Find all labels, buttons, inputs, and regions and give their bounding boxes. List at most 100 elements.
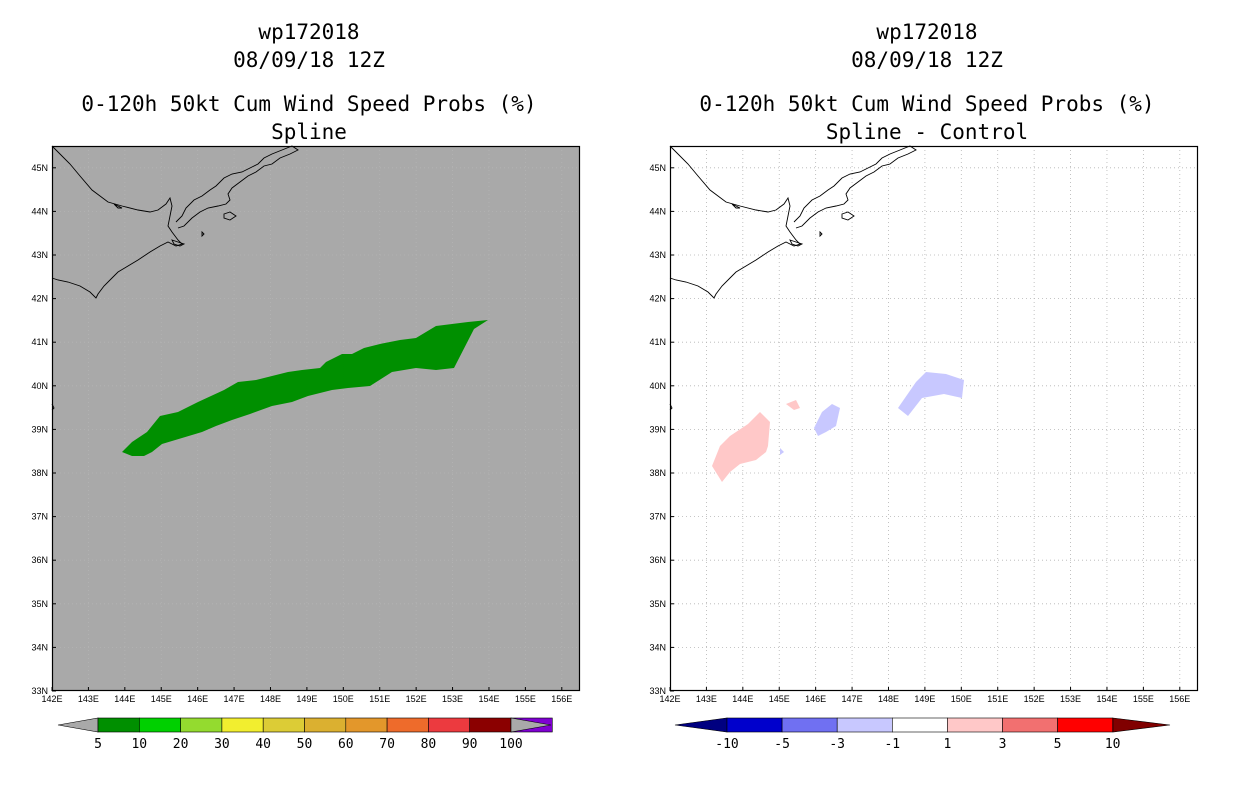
lat-tick-label: 37N [649,512,666,522]
lat-tick-label: 45N [649,163,666,173]
axis-labels: 142E 143E 144E 145E 146E 147E 148E 149E 150E 151E… [31,163,572,704]
lat-tick-label: 44N [31,206,48,216]
colorbar-swatches [726,717,1114,733]
coastline-segment [789,239,804,247]
colorbar-label: 1 [943,737,951,752]
colorbar-label: 3 [999,737,1007,752]
lat-tick-label: 44N [649,206,666,216]
lon-tick-label: 151E [369,694,390,704]
lon-tick-label: 152E [406,694,427,704]
coastline-segment [223,211,237,221]
colorbar-swatch [469,717,512,733]
lat-tick-label: 42N [31,294,48,304]
colorbar-swatch [428,717,470,733]
lon-tick-label: 148E [260,694,281,704]
lon-tick-label: 147E [224,694,245,704]
lat-tick-label: 35N [31,599,48,609]
lon-tick-label: 155E [1133,694,1154,704]
right-difference-map: 142E 143E 144E 145E 146E 147E 148E 149E 150E 151E… [649,145,1199,704]
colorbar-label: 10 [1105,737,1121,752]
coastline-segment [819,230,823,238]
left-title-product: 0-120h 50kt Cum Wind Speed Probs (%) [81,92,537,116]
colorbar-swatch [1002,717,1058,733]
lat-tick-label: 38N [649,468,666,478]
colorbar-label: 30 [214,737,230,752]
coastline-segment [175,145,299,229]
lat-tick-label: 33N [31,686,48,696]
map-frame [669,145,1199,692]
colorbar-label: 100 [499,737,522,752]
map-frame [51,145,581,692]
lat-tick-label: 40N [649,381,666,391]
lon-tick-label: 148E [878,694,899,704]
left-colorbar: 5 10 20 30 40 50 60 70 80 90 100 [57,717,553,752]
colorbar-label: -10 [715,737,738,752]
lon-tick-label: 145E [151,694,172,704]
axis-labels: 142E 143E 144E 145E 146E 147E 148E 149E 150E 151E… [649,163,1190,704]
lon-tick-label: 152E [1024,694,1045,704]
lat-tick-label: 35N [649,599,666,609]
colorbar-swatch [304,717,347,733]
lon-tick-label: 144E [114,694,135,704]
colorbar-swatches [97,717,553,733]
lon-tick-label: 142E [41,694,62,704]
colorbar-label: 60 [338,737,354,752]
lon-tick-label: 154E [478,694,499,704]
colorbar-label: 90 [462,737,478,752]
lat-tick-label: 34N [649,642,666,652]
coastline-segment [793,145,917,229]
colorbar-swatch [1057,717,1114,733]
lon-tick-label: 149E [914,694,935,704]
colorbar-label: -5 [774,737,790,752]
lon-tick-label: 149E [296,694,317,704]
colorbar-swatch [947,717,1003,733]
colorbar-label: -1 [884,737,900,752]
diff-positive-area-2 [786,400,800,410]
left-title-storm-id: wp172018 [258,20,360,44]
lat-tick-label: 38N [31,468,48,478]
lat-tick-label: 36N [649,555,666,565]
coastline-segment [841,211,855,221]
lon-tick-label: 155E [515,694,536,704]
grid-lines [670,146,1198,691]
right-panel: wp172018 08/09/18 12Z 0-120h 50kt Cum Wi… [618,0,1236,800]
colorbar-swatch [221,717,264,733]
lon-tick-label: 150E [333,694,354,704]
colorbar-right-triangle [510,717,552,733]
lat-tick-label: 42N [649,294,666,304]
colorbar-swatch [891,717,948,733]
lon-tick-label: 146E [805,694,826,704]
lon-tick-label: 142E [659,694,680,704]
right-title-datetime: 08/09/18 12Z [851,48,1003,72]
lon-tick-label: 153E [442,694,463,704]
lon-tick-label: 143E [78,694,99,704]
lon-tick-label: 150E [951,694,972,704]
colorbar-label: 40 [255,737,271,752]
lat-tick-label: 40N [31,381,48,391]
colorbar-label: -3 [829,737,845,752]
lat-tick-label: 39N [31,424,48,434]
lon-tick-label: 145E [769,694,790,704]
lat-tick-label: 41N [31,337,48,347]
coastline-segment [113,203,123,209]
left-title-method: Spline [271,120,347,144]
colorbar-label: 5 [1054,737,1062,752]
colorbar-swatch [781,717,838,733]
colorbar-swatch [180,717,223,733]
coastline-segment [201,230,205,238]
left-title-datetime: 08/09/18 12Z [233,48,385,72]
lat-tick-label: 33N [649,686,666,696]
coastline-segment [171,239,186,247]
lon-tick-label: 156E [551,694,572,704]
lat-tick-label: 36N [31,555,48,565]
diff-positive-area-1 [712,412,770,482]
colorbar-label: 20 [173,737,189,752]
colorbar-label: 10 [131,737,147,752]
lon-tick-label: 144E [732,694,753,704]
colorbar-left-triangle [57,717,99,733]
lat-tick-label: 37N [31,512,48,522]
coastline [669,145,917,411]
map-background [670,146,1198,691]
lon-tick-label: 151E [987,694,1008,704]
lat-tick-label: 34N [31,642,48,652]
